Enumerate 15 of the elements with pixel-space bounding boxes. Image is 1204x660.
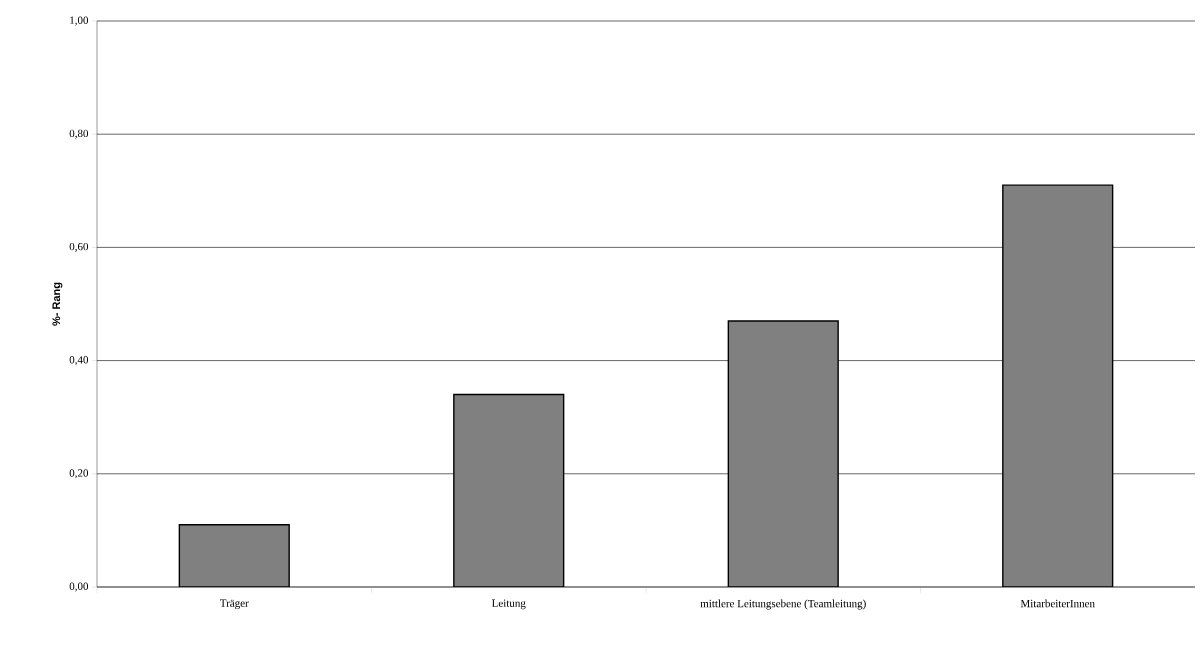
y-tick-label: 0,40	[69, 356, 89, 366]
y-tick-label: 0,00	[69, 582, 89, 592]
x-tick-label: Träger	[220, 599, 249, 610]
x-tick-label: mittlere Leitungsebene (Teamleitung)	[700, 599, 866, 610]
y-tick-label: 1,00	[70, 16, 89, 26]
y-tick-label: 0,20	[69, 469, 89, 479]
bar	[453, 393, 565, 587]
bar	[727, 320, 839, 587]
x-tick-label: MitarbeiterInnen	[1020, 599, 1095, 608]
y-axis-title: %- Rang	[52, 282, 63, 326]
bar	[1002, 184, 1114, 587]
y-tick-label: 0,80	[69, 129, 89, 139]
bar	[178, 524, 290, 587]
y-tick-label: 0,60	[69, 242, 89, 252]
x-tick-label: Leitung	[491, 599, 526, 610]
